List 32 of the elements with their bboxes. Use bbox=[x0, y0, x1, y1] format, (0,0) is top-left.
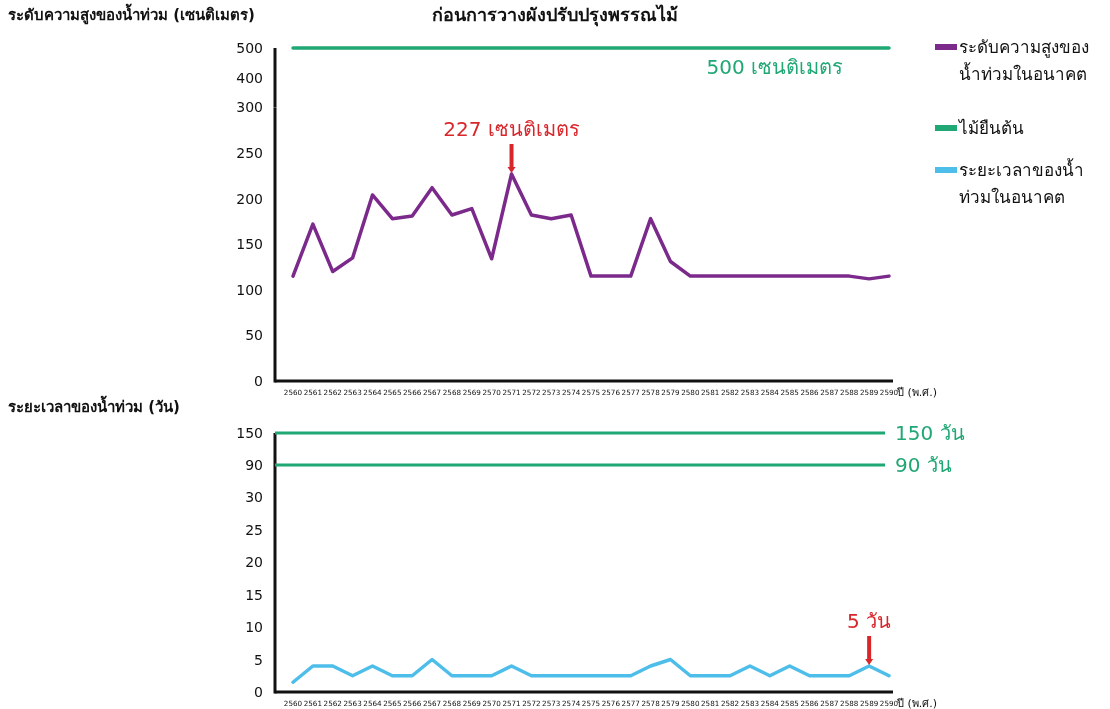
y-tick-label: 15 bbox=[245, 586, 263, 603]
chart-title: ก่อนการวางผังปรับปรุงพรรณไม้ bbox=[432, 4, 678, 27]
y-tick-label: 30 bbox=[245, 489, 263, 505]
y-tick-label: 25 bbox=[245, 521, 263, 538]
y-tick-label: 5 bbox=[254, 651, 263, 668]
legend-label: ไม้ยืนต้น bbox=[957, 118, 1024, 138]
y-tick-label: 500 bbox=[236, 40, 263, 56]
x-axis-title: ปี (พ.ศ.) bbox=[896, 697, 938, 709]
x-axis-title: ปี (พ.ศ.) bbox=[896, 386, 938, 399]
y-tick-label: 10 bbox=[245, 619, 263, 635]
y-tick-label: 100 bbox=[236, 281, 263, 298]
line-series bbox=[291, 657, 891, 684]
annotation: 227 เซนติเมตร bbox=[443, 116, 580, 141]
y-tick-label: 50 bbox=[245, 327, 263, 344]
y-tick-label: 400 bbox=[236, 69, 263, 86]
y-tick-label: 200 bbox=[236, 190, 263, 207]
y-tick-label: 20 bbox=[245, 554, 263, 570]
y-tick-label: 250 bbox=[236, 145, 263, 161]
y-tick-label: 0 bbox=[254, 373, 263, 389]
annotation: 500 เซนติเมตร bbox=[706, 55, 843, 79]
y-tick-label: 0 bbox=[254, 684, 263, 700]
y-tick-label: 300 bbox=[236, 99, 263, 116]
y-tick-label: 90 bbox=[245, 457, 263, 473]
legend-label: ระยะเวลาของน้ำท่วมในอนาคต bbox=[959, 158, 1084, 207]
y-axis-title: ระยะเวลาของน้ำท่วม (วัน) bbox=[8, 395, 180, 416]
ref-line-label: 90 วัน bbox=[895, 453, 952, 477]
annotation: 5 วัน bbox=[847, 609, 892, 633]
ref-line-label: 150 วัน bbox=[895, 421, 965, 445]
y-tick-label: 150 bbox=[236, 425, 263, 441]
legend-label: ระดับความสูงของน้ำท่วมในอนาคต bbox=[959, 37, 1089, 84]
y-tick-label: 150 bbox=[236, 236, 263, 253]
y-axis-title: ระดับความสูงของน้ำท่วม (เซนติเมตร) bbox=[8, 3, 255, 25]
